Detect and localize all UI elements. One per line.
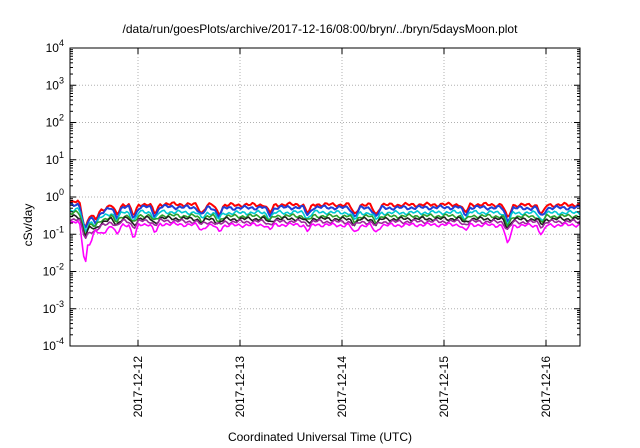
y-tick-label: 10-2 <box>43 262 64 279</box>
y-tick-label: 101 <box>46 150 64 167</box>
series-line-green <box>69 209 581 237</box>
grid <box>70 48 580 346</box>
x-tick-label: 2017-12-14 <box>335 356 349 418</box>
x-tick-label: 2017-12-16 <box>539 356 553 418</box>
y-tick-label: 10-3 <box>43 299 64 316</box>
series-line-black <box>69 214 581 238</box>
x-axis-label: Coordinated Universal Time (UTC) <box>227 430 413 444</box>
x-tick-label: 2017-12-13 <box>233 356 247 418</box>
x-tick-label: 2017-12-12 <box>131 356 145 418</box>
x-axis-ticks: 2017-12-12 2017-12-13 2017-12-14 2017-12-15… <box>131 48 553 417</box>
y-tick-label: 103 <box>46 75 64 92</box>
chart-title: /data/run/goesPlots/archive/2017-12-16/0… <box>122 22 518 36</box>
y-tick-label: 104 <box>46 38 64 55</box>
y-tick-label: 100 <box>46 187 64 204</box>
series-line-cyan <box>69 207 581 232</box>
y-tick-label: 10-1 <box>43 224 64 241</box>
x-tick-label: 2017-12-15 <box>437 356 451 418</box>
y-tick-label: 102 <box>46 113 64 130</box>
series-line-red <box>69 199 581 228</box>
series-line-blue <box>69 202 581 229</box>
y-tick-label: 10-4 <box>43 336 64 353</box>
series-lines <box>69 199 581 263</box>
series-line-purple <box>69 217 581 239</box>
series-line-magenta <box>69 220 581 263</box>
y-axis-ticks: 10-4 10-3 10-2 10-1 100 101 102 103 104 <box>43 38 580 353</box>
